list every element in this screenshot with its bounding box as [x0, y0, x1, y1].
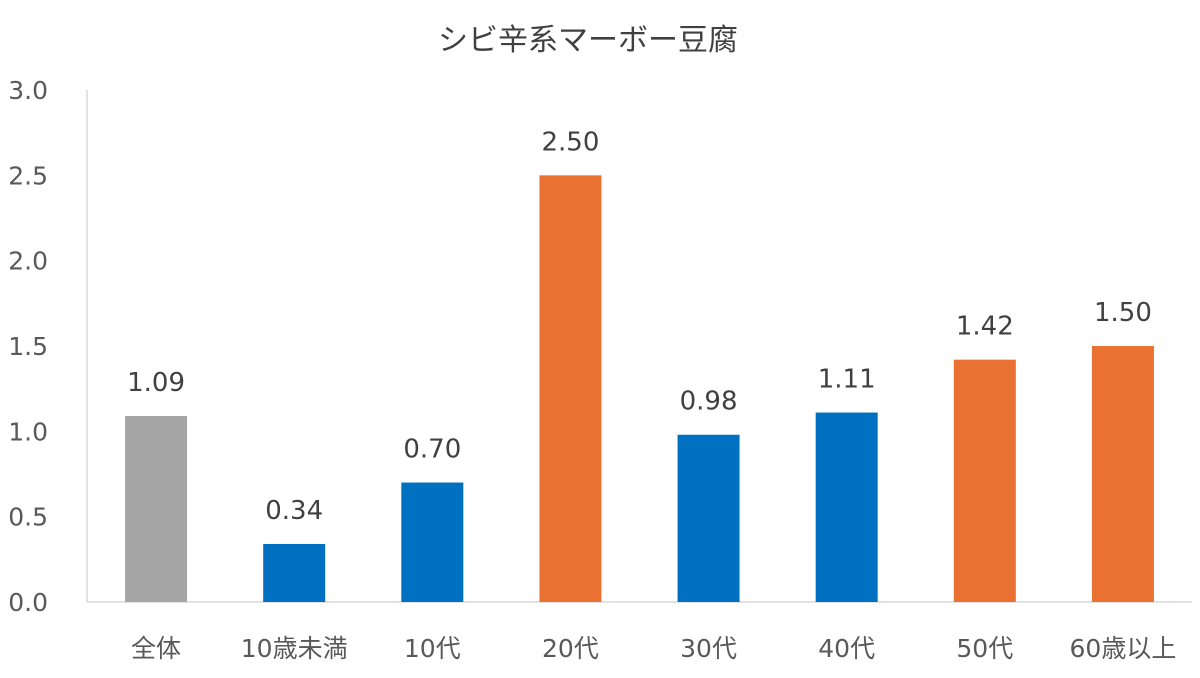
y-axis: 0.0 0.5 1.0 1.5 2.0 2.5 3.0 [8, 76, 88, 617]
x-tick-label: 40代 [818, 634, 875, 663]
y-tick-label: 0.0 [8, 588, 48, 617]
data-label: 1.09 [127, 368, 185, 398]
y-tick-label: 1.0 [8, 417, 48, 446]
bar [677, 434, 740, 602]
y-tick-label: 0.5 [8, 503, 48, 532]
bar [539, 175, 602, 603]
x-tick-label: 20代 [542, 634, 599, 663]
data-label: 1.50 [1094, 298, 1152, 328]
bar [953, 359, 1016, 602]
bar [1091, 346, 1154, 602]
bar [125, 415, 188, 602]
y-tick-label: 1.5 [8, 332, 48, 361]
x-tick-label: 50代 [956, 634, 1013, 663]
y-tick-label: 2.5 [8, 161, 48, 190]
x-tick-label: 60歳以上 [1070, 634, 1177, 663]
data-label: 2.50 [541, 127, 599, 157]
data-label: 0.34 [265, 496, 323, 526]
x-tick-label: 30代 [680, 634, 737, 663]
x-tick-label: 10歳未満 [241, 634, 348, 663]
data-label: 1.11 [818, 365, 876, 395]
x-tick-label: 10代 [404, 634, 461, 663]
x-axis: 全体 10歳未満 10代 20代 30代 40代 50代 60歳以上 [87, 601, 1192, 663]
data-label: 0.70 [403, 435, 461, 465]
bar [815, 412, 878, 602]
bar [263, 543, 326, 602]
bar [401, 482, 464, 602]
y-tick-label: 3.0 [8, 76, 48, 105]
bars [125, 175, 1154, 603]
chart-title: シビ辛系マーボー豆腐 [438, 23, 738, 58]
data-label: 0.98 [680, 387, 738, 417]
x-tick-label: 全体 [131, 634, 181, 663]
value-labels: 1.09 0.34 0.70 2.50 0.98 1.11 1.42 1.50 [127, 127, 1152, 526]
y-tick-label: 2.0 [8, 247, 48, 276]
data-label: 1.42 [956, 312, 1014, 342]
